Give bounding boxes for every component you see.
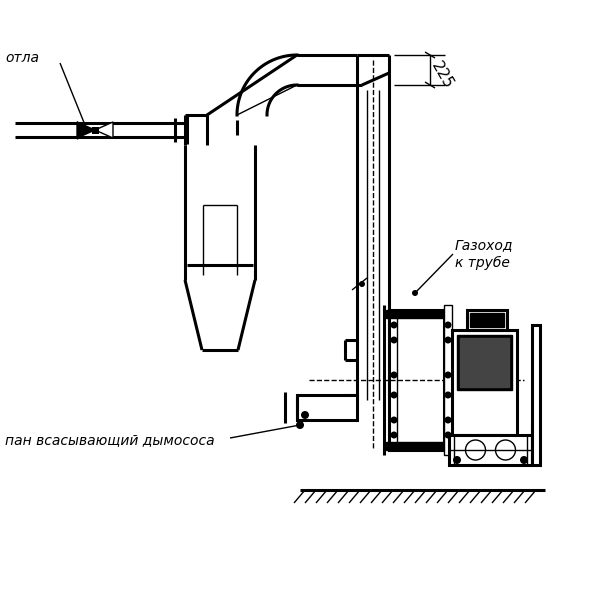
Circle shape <box>445 322 452 329</box>
Bar <box>444 305 452 455</box>
Circle shape <box>359 281 365 287</box>
Circle shape <box>391 391 398 398</box>
Text: Газоход: Газоход <box>455 238 514 252</box>
Bar <box>470 313 504 327</box>
Circle shape <box>466 440 485 460</box>
Circle shape <box>301 411 309 419</box>
Text: 225: 225 <box>428 59 456 91</box>
Bar <box>297 395 357 420</box>
Circle shape <box>445 416 452 424</box>
Circle shape <box>496 440 515 460</box>
Bar <box>460 338 509 387</box>
Bar <box>449 435 532 465</box>
Bar <box>467 310 507 330</box>
Circle shape <box>453 456 461 464</box>
Circle shape <box>391 371 398 379</box>
Circle shape <box>296 421 304 429</box>
Bar <box>452 330 517 435</box>
Circle shape <box>412 290 418 296</box>
Polygon shape <box>77 122 95 138</box>
Circle shape <box>445 391 452 398</box>
Circle shape <box>445 371 452 379</box>
Text: отла: отла <box>5 51 39 65</box>
Circle shape <box>391 337 398 343</box>
Bar <box>532 325 540 465</box>
Polygon shape <box>95 122 113 138</box>
Text: к трубе: к трубе <box>455 256 510 270</box>
Bar <box>91 127 98 133</box>
Circle shape <box>391 431 398 439</box>
Circle shape <box>520 456 528 464</box>
Circle shape <box>391 322 398 329</box>
Bar <box>457 335 512 390</box>
Bar <box>386 310 447 318</box>
Bar <box>386 442 447 450</box>
Circle shape <box>445 337 452 343</box>
Circle shape <box>445 431 452 439</box>
Circle shape <box>391 416 398 424</box>
Bar <box>389 310 444 450</box>
Text: пан всасывающий дымососа: пан всасывающий дымососа <box>5 433 215 447</box>
